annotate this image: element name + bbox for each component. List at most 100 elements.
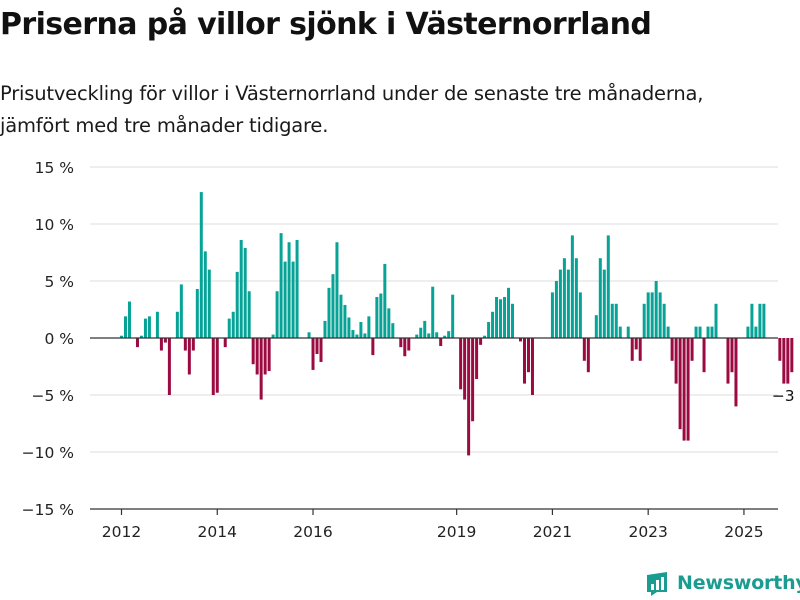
bar	[447, 331, 451, 338]
bar	[235, 271, 239, 338]
bar	[566, 269, 570, 338]
bar	[143, 318, 147, 338]
chart-title: Priserna på villor sjönk i Västernorrlan…	[0, 7, 652, 42]
brand[interactable]: Newsworthy	[645, 568, 800, 598]
bar	[558, 269, 562, 338]
subtitle-line-2: jämfört med tre månader tidigare.	[0, 114, 329, 137]
bar	[451, 294, 455, 338]
bar	[315, 338, 319, 354]
bar	[271, 334, 275, 338]
bar	[734, 338, 738, 407]
bar	[191, 338, 195, 351]
bar	[463, 338, 467, 400]
bar	[467, 338, 471, 456]
bar	[574, 258, 578, 338]
bar	[311, 338, 315, 370]
bar	[670, 338, 674, 361]
bar	[554, 281, 558, 338]
bar	[714, 303, 718, 338]
bar	[247, 291, 251, 338]
x-tick-label: 2016	[293, 523, 332, 541]
bar	[319, 338, 323, 362]
bar	[650, 292, 654, 338]
bar	[403, 338, 407, 357]
bar	[658, 292, 662, 338]
bar	[782, 338, 786, 384]
bar	[423, 320, 427, 338]
bar	[710, 326, 714, 338]
y-tick-label: 0 %	[44, 330, 74, 348]
bar	[519, 338, 522, 342]
bar	[443, 335, 447, 338]
bar	[750, 303, 754, 338]
bar	[495, 296, 499, 338]
bar	[383, 263, 387, 338]
bar	[790, 338, 794, 373]
bar	[187, 338, 191, 375]
bar	[363, 333, 367, 338]
bar	[654, 281, 658, 338]
bar	[195, 288, 199, 338]
bar	[726, 338, 730, 384]
bar	[511, 303, 515, 338]
bar	[550, 292, 554, 338]
bar	[646, 292, 650, 338]
bar	[427, 333, 431, 338]
bar	[602, 269, 606, 338]
bar	[487, 322, 491, 338]
bar	[435, 332, 439, 338]
bar	[746, 326, 750, 338]
bar	[351, 330, 355, 338]
bar	[287, 242, 291, 338]
bar	[379, 293, 383, 338]
bar	[163, 338, 167, 343]
x-axis: 2012 2014 2016 2019 2021 2023 2025	[90, 508, 778, 541]
bar	[706, 326, 710, 338]
bar	[207, 269, 211, 338]
bar	[123, 316, 127, 338]
bar	[526, 338, 530, 373]
bar	[634, 338, 638, 350]
bar	[359, 322, 363, 338]
annotations: −3 %	[772, 387, 800, 405]
bar	[662, 303, 666, 338]
brand-name: Newsworthy	[677, 572, 800, 594]
bar	[231, 311, 235, 338]
bar	[215, 338, 219, 393]
bar	[415, 334, 419, 338]
bar	[507, 287, 511, 338]
bar	[159, 338, 163, 351]
x-tick-label: 2012	[102, 523, 141, 541]
bar	[483, 335, 487, 338]
bar-chart-logo-icon	[647, 572, 667, 596]
bar	[674, 338, 678, 384]
bar	[263, 338, 267, 375]
bar	[120, 335, 123, 338]
y-axis-labels: 15 % 10 % 5 % 0 % −5 % −10 % −15 %	[22, 159, 74, 519]
x-tick-label: 2014	[198, 523, 237, 541]
y-tick-label: −15 %	[22, 501, 74, 519]
bar	[399, 338, 403, 348]
bar	[183, 338, 187, 351]
bar	[614, 303, 618, 338]
bar	[175, 311, 179, 338]
bar	[686, 338, 690, 441]
bar	[343, 304, 347, 338]
subtitle-line-1: Prisutveckling för villor i Västernorrla…	[0, 82, 704, 105]
bar	[155, 311, 159, 338]
value-label: −3 %	[772, 387, 800, 405]
bar	[598, 258, 602, 338]
bar	[259, 338, 263, 400]
bar	[439, 338, 443, 346]
bar	[762, 303, 766, 338]
bar	[139, 335, 143, 338]
bar	[471, 338, 475, 422]
bar	[199, 192, 203, 338]
bar	[730, 338, 734, 373]
x-tick-label: 2021	[533, 523, 572, 541]
bar	[475, 338, 479, 380]
bar	[626, 326, 630, 338]
bar	[135, 338, 139, 348]
bar	[606, 235, 610, 338]
bar	[347, 317, 351, 338]
